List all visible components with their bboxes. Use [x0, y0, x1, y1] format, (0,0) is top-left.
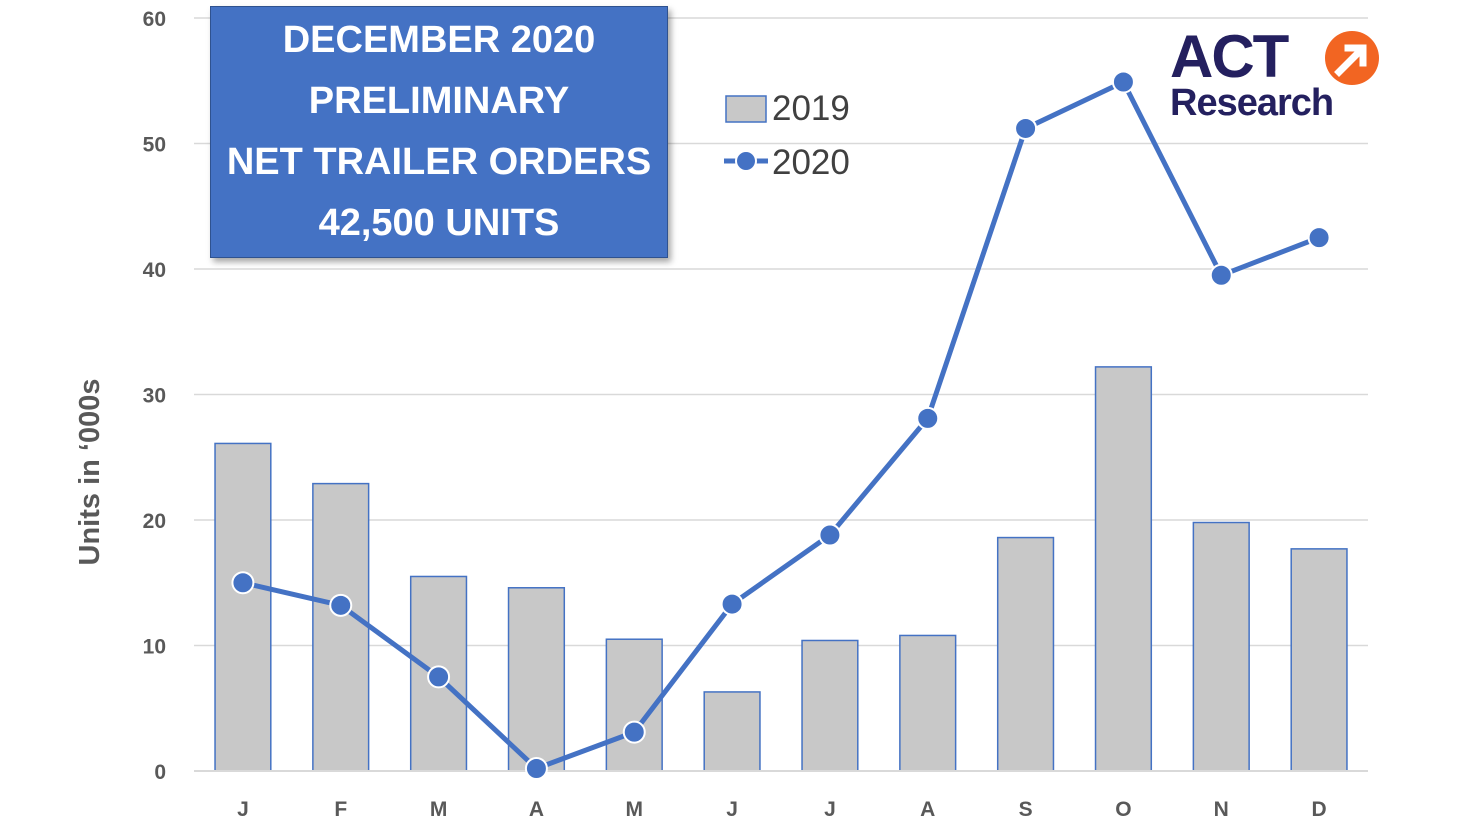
x-tick-label: F [334, 798, 347, 821]
y-tick-label: 20 [143, 510, 166, 533]
series-line-2020 [242, 79, 1320, 771]
x-tick-label: J [726, 798, 738, 821]
point-2020 [1209, 263, 1233, 287]
x-tick-label: A [529, 798, 544, 821]
point-2020 [916, 406, 940, 430]
y-tick-label: 10 [143, 636, 166, 659]
act-research-logo: ACT Research [1168, 23, 1388, 128]
y-axis-label: Units in ‘000s [74, 379, 106, 566]
y-axis-ticks: 0 10 20 30 40 50 60 [143, 8, 166, 784]
bar-2019 [899, 634, 957, 772]
point-2020 [720, 592, 744, 616]
bar-2019 [214, 442, 272, 772]
bar-2019 [801, 639, 859, 772]
x-tick-label: N [1214, 798, 1229, 821]
legend-marker-2020 [735, 150, 757, 172]
point-2020 [329, 593, 353, 617]
point-2020 [1307, 226, 1331, 250]
point-2020 [1111, 70, 1135, 94]
bar-2019 [312, 482, 370, 772]
title-line-4: 42,500 UNITS [318, 202, 560, 244]
x-tick-label: S [1019, 798, 1033, 821]
arrow-circle-icon [1325, 31, 1379, 85]
bar-2019 [1192, 521, 1250, 772]
legend-label-2020: 2020 [772, 143, 850, 182]
title-line-1: DECEMBER 2020 [282, 19, 596, 61]
bar-2019 [1290, 548, 1348, 772]
bar-2019 [507, 587, 566, 772]
point-2020 [427, 665, 451, 689]
point-2020 [1014, 116, 1038, 140]
x-tick-label: M [430, 798, 448, 821]
y-tick-label: 60 [143, 8, 166, 31]
bar-2019 [703, 691, 761, 772]
title-line-2: PRELIMINARY [308, 80, 570, 122]
line-2020 [231, 70, 1331, 780]
point-2020 [524, 756, 548, 780]
x-tick-label: J [824, 798, 836, 821]
legend: 2019 2020 [724, 89, 850, 182]
x-tick-label: D [1311, 798, 1326, 821]
bar-2019 [996, 536, 1055, 772]
title-line-3: NET TRAILER ORDERS [226, 141, 652, 183]
y-tick-label: 30 [143, 385, 166, 408]
y-tick-label: 50 [143, 134, 166, 157]
legend-label-2019: 2019 [772, 89, 850, 128]
title-box: DECEMBER 2020 PRELIMINARY NET TRAILER OR… [210, 6, 668, 258]
point-2020 [231, 571, 255, 595]
y-tick-label: 0 [154, 761, 166, 784]
x-tick-label: J [237, 798, 249, 821]
point-2020 [818, 523, 842, 547]
legend-swatch-2019 [725, 95, 767, 123]
x-tick-label: M [626, 798, 644, 821]
point-2020 [622, 720, 646, 744]
bars-2019 [214, 366, 1348, 772]
logo-word-act: ACT [1170, 23, 1289, 90]
logo-word-research: Research [1170, 82, 1334, 124]
x-tick-label: O [1115, 798, 1131, 821]
y-tick-label: 40 [143, 259, 166, 282]
bar-2019 [1094, 366, 1153, 772]
x-tick-label: A [920, 798, 935, 821]
